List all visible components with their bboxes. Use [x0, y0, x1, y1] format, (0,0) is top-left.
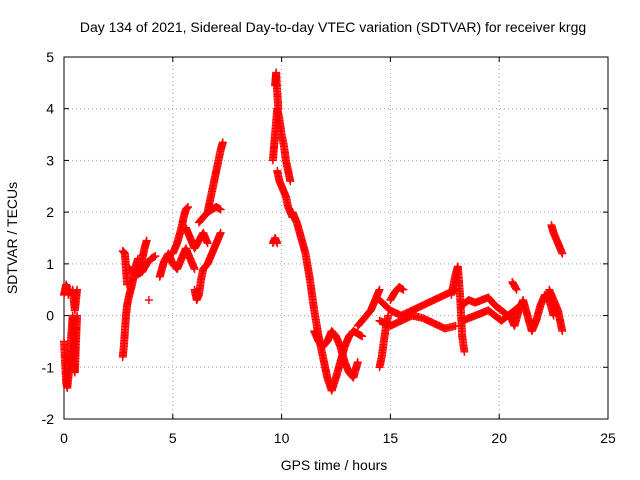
y-tick-label: 1 — [46, 256, 54, 272]
data-point-marker — [549, 311, 558, 320]
data-point-marker — [216, 205, 225, 214]
data-point-marker — [73, 285, 82, 294]
y-tick-label: 3 — [46, 152, 54, 168]
data-point-marker — [384, 311, 393, 320]
x-tick-label: 25 — [600, 430, 616, 446]
data-point-marker — [511, 284, 520, 293]
y-tick-label: -2 — [42, 411, 55, 427]
x-tick-label: 15 — [383, 430, 399, 446]
y-tick-label: 0 — [46, 308, 54, 324]
data-point-marker — [286, 177, 295, 186]
y-tick-label: 2 — [46, 204, 54, 220]
data-point-marker — [182, 204, 191, 213]
x-tick-label: 5 — [169, 430, 177, 446]
data-point-marker — [216, 228, 225, 237]
data-point-marker — [353, 358, 362, 367]
data-point-marker — [64, 290, 73, 299]
data-point-marker — [190, 265, 199, 274]
data-point-marker — [375, 285, 384, 294]
data-point-marker — [73, 311, 82, 320]
data-point-marker — [203, 239, 212, 248]
data-point-marker — [558, 249, 567, 258]
axis-ticks: 0 5 10 15 20 25 -2 -1 0 1 2 3 4 5 — [42, 49, 616, 446]
data-point-marker — [142, 236, 151, 245]
data-point-marker — [399, 285, 408, 294]
chart-title: Day 134 of 2021, Sidereal Day-to-day VTE… — [80, 19, 586, 35]
x-tick-label: 0 — [60, 430, 68, 446]
data-point-marker — [512, 285, 521, 294]
data-point-marker — [451, 321, 460, 330]
data-point-marker — [144, 296, 153, 305]
data-point-marker — [183, 203, 192, 212]
data-point-marker — [558, 327, 567, 336]
x-tick-label: 20 — [491, 430, 507, 446]
y-tick-label: 5 — [46, 49, 54, 65]
data-point-marker — [273, 239, 282, 248]
y-axis-label: SDTVAR / TECUs — [4, 182, 20, 294]
data-point-marker — [184, 202, 193, 211]
plot-frame — [63, 56, 609, 420]
y-tick-label: 4 — [46, 101, 54, 117]
x-axis-label: GPS time / hours — [281, 457, 388, 473]
data-point-marker — [151, 252, 160, 261]
data-point-marker — [274, 104, 283, 113]
data-point-marker — [218, 138, 227, 147]
data-markers — [60, 68, 567, 395]
data-point-marker — [358, 332, 367, 341]
y-tick-label: -1 — [42, 359, 55, 375]
x-tick-label: 10 — [274, 430, 290, 446]
data-point-marker — [460, 347, 469, 356]
